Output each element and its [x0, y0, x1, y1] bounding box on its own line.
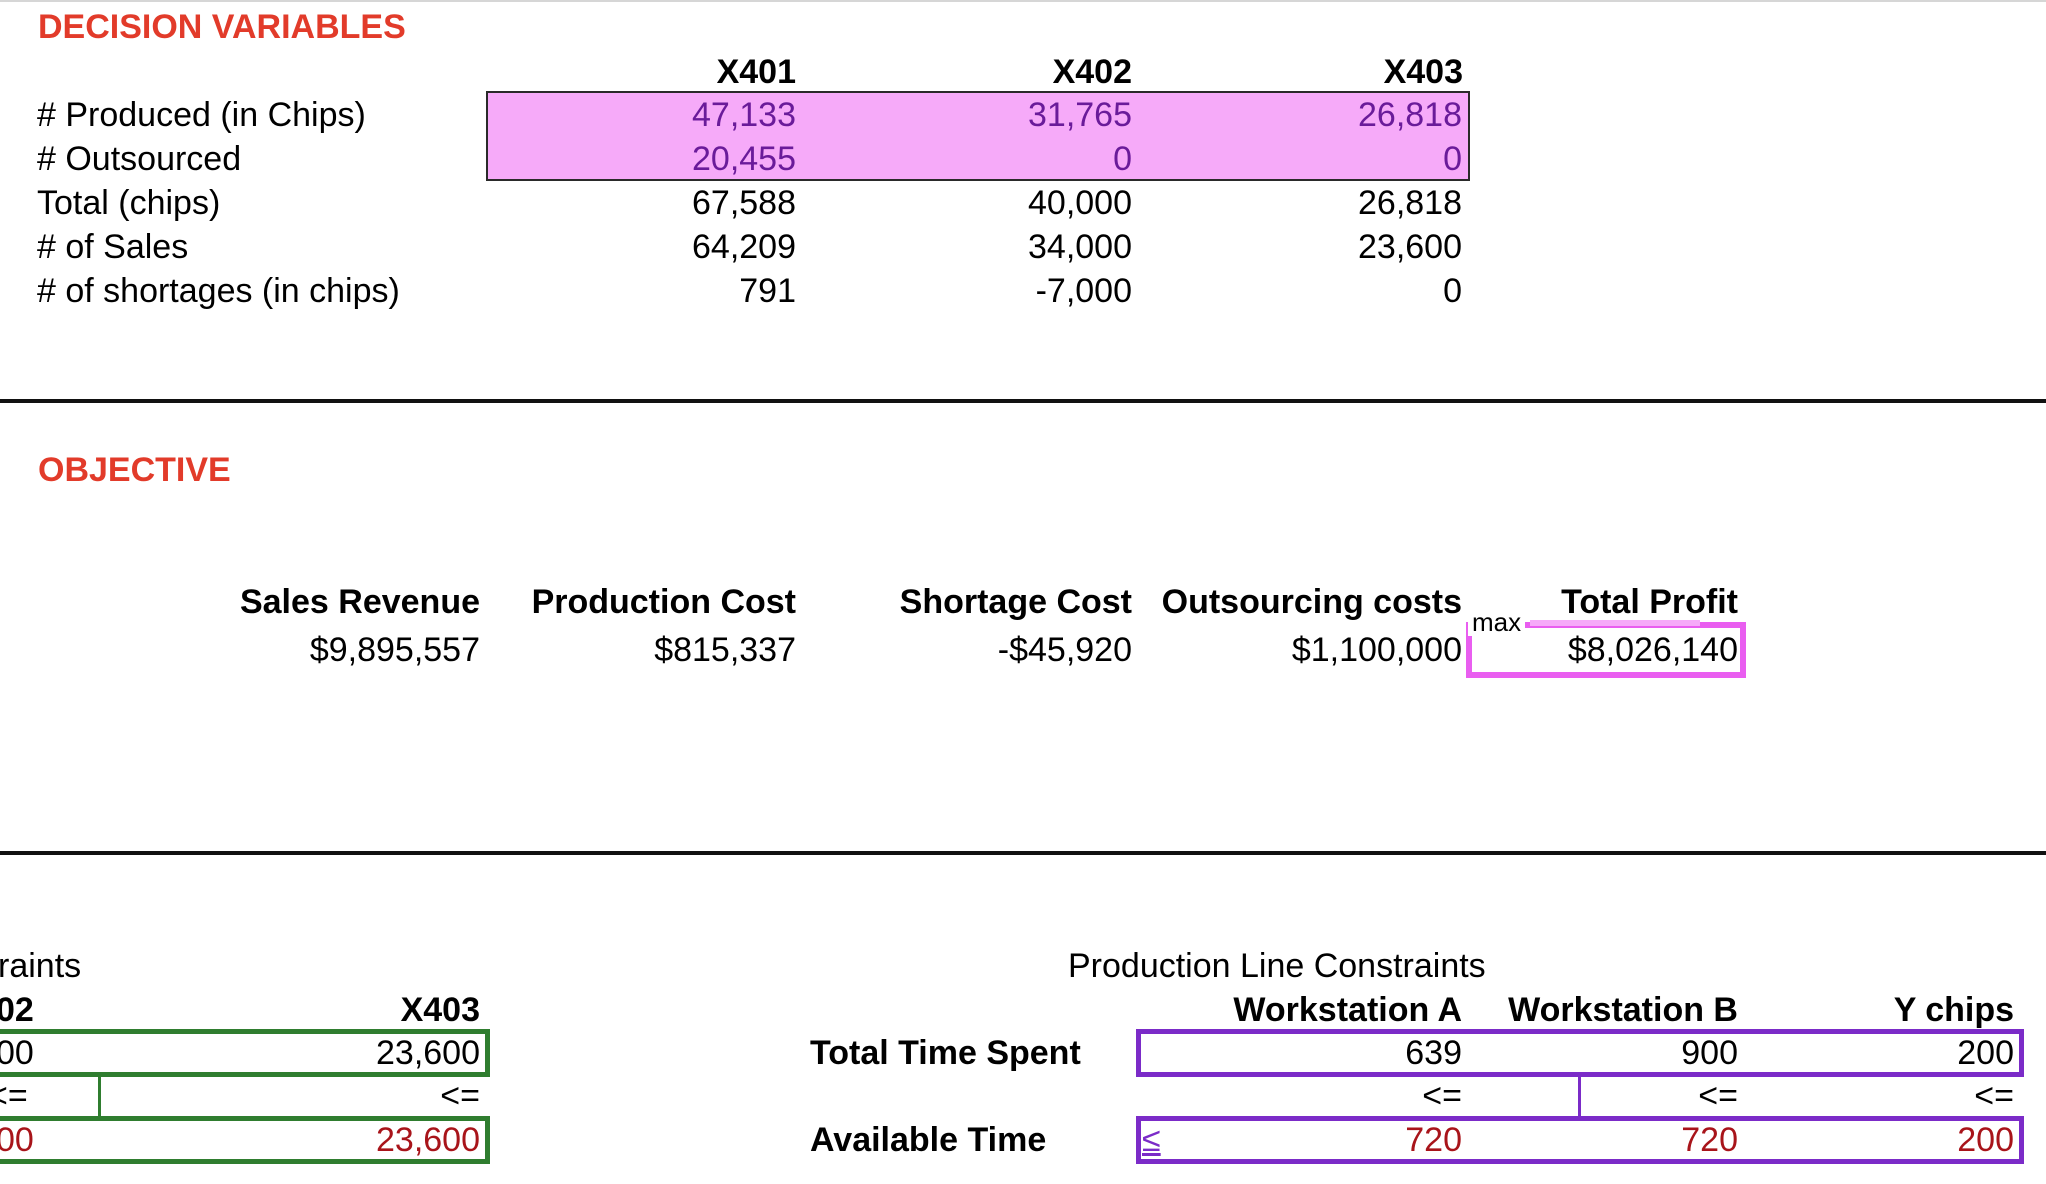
header-workstation-b: Workstation B — [1508, 991, 1738, 1029]
demand-row1-partial: 00 — [0, 1034, 34, 1072]
production-constraints-title: Production Line Constraints — [1068, 947, 1486, 985]
demand-row3-x403: 23,600 — [376, 1121, 480, 1159]
total-x401: 67,588 — [692, 184, 796, 222]
demand-row3-partial: 00 — [0, 1121, 34, 1159]
production-divider — [1578, 1077, 1581, 1117]
shortages-x402: -7,000 — [1035, 272, 1132, 310]
header-workstation-a: Workstation A — [1233, 991, 1462, 1029]
outsourced-x403[interactable]: 0 — [1443, 140, 1462, 178]
header-shortage-cost: Shortage Cost — [899, 583, 1132, 621]
total-time-spent-label: Total Time Spent — [810, 1034, 1081, 1072]
total-x403: 26,818 — [1358, 184, 1462, 222]
shortages-x403: 0 — [1443, 272, 1462, 310]
section-divider-1 — [0, 399, 2046, 403]
section-divider-2 — [0, 851, 2046, 855]
header-x402: X402 — [1052, 53, 1132, 91]
header-y-chips: Y chips — [1893, 991, 2014, 1029]
available-workstation-b: 720 — [1681, 1121, 1738, 1159]
value-outsourcing-costs: $1,100,000 — [1291, 631, 1462, 669]
total-time-workstation-a: 639 — [1405, 1034, 1462, 1072]
demand-constraints-title-partial: raints — [0, 947, 82, 985]
demand-header-x403: X403 — [400, 991, 480, 1029]
available-le-marker: ≤ — [1142, 1121, 1161, 1159]
demand-sales-cells[interactable] — [0, 1029, 490, 1077]
value-sales-revenue: $9,895,557 — [309, 631, 480, 669]
top-gridline — [0, 0, 2046, 2]
demand-le-x403: <= — [440, 1077, 480, 1115]
produced-x402[interactable]: 31,765 — [1028, 96, 1132, 134]
decision-variable-cells[interactable] — [486, 91, 1470, 181]
le-workstation-b: <= — [1698, 1077, 1738, 1115]
value-total-profit[interactable]: $8,026,140 — [1567, 631, 1738, 669]
available-y-chips: 200 — [1957, 1121, 2014, 1159]
header-outsourcing-costs: Outsourcing costs — [1161, 583, 1462, 621]
demand-divider — [98, 1077, 101, 1117]
total-time-workstation-b: 900 — [1681, 1034, 1738, 1072]
sales-x402: 34,000 — [1028, 228, 1132, 266]
row-label-outsourced: # Outsourced — [37, 140, 242, 178]
header-production-cost: Production Cost — [531, 583, 796, 621]
sales-x401: 64,209 — [692, 228, 796, 266]
available-time-label: Available Time — [810, 1121, 1047, 1159]
row-label-produced: # Produced (in Chips) — [37, 96, 366, 134]
shortages-x401: 791 — [739, 272, 796, 310]
header-sales-revenue: Sales Revenue — [239, 583, 480, 621]
available-time-cells[interactable] — [1136, 1116, 2024, 1164]
le-y-chips: <= — [1974, 1077, 2014, 1115]
row-label-sales: # of Sales — [37, 228, 189, 266]
row-label-total: Total (chips) — [37, 184, 221, 222]
max-marker-bar — [1530, 620, 1700, 626]
total-time-y-chips: 200 — [1957, 1034, 2014, 1072]
row-label-shortages: # of shortages (in chips) — [37, 272, 400, 310]
demand-le-partial: <= — [0, 1077, 28, 1115]
total-time-cells[interactable] — [1136, 1029, 2024, 1077]
demand-row1-x403: 23,600 — [376, 1034, 480, 1072]
produced-x403[interactable]: 26,818 — [1358, 96, 1462, 134]
header-total-profit: Total Profit — [1561, 583, 1738, 621]
produced-x401[interactable]: 47,133 — [692, 96, 796, 134]
objective-title: OBJECTIVE — [38, 451, 231, 489]
max-label: max — [1468, 608, 1526, 636]
decision-variables-title: DECISION VARIABLES — [38, 8, 406, 46]
header-x401: X401 — [716, 53, 796, 91]
available-workstation-a: 720 — [1405, 1121, 1462, 1159]
header-x403: X403 — [1383, 53, 1463, 91]
value-production-cost: $815,337 — [654, 631, 796, 669]
outsourced-x402[interactable]: 0 — [1113, 140, 1132, 178]
total-x402: 40,000 — [1028, 184, 1132, 222]
demand-header-partial: 02 — [0, 991, 34, 1029]
outsourced-x401[interactable]: 20,455 — [692, 140, 796, 178]
demand-limit-cells[interactable] — [0, 1116, 490, 1164]
value-shortage-cost: -$45,920 — [997, 631, 1132, 669]
sales-x403: 23,600 — [1358, 228, 1462, 266]
le-workstation-a: <= — [1422, 1077, 1462, 1115]
